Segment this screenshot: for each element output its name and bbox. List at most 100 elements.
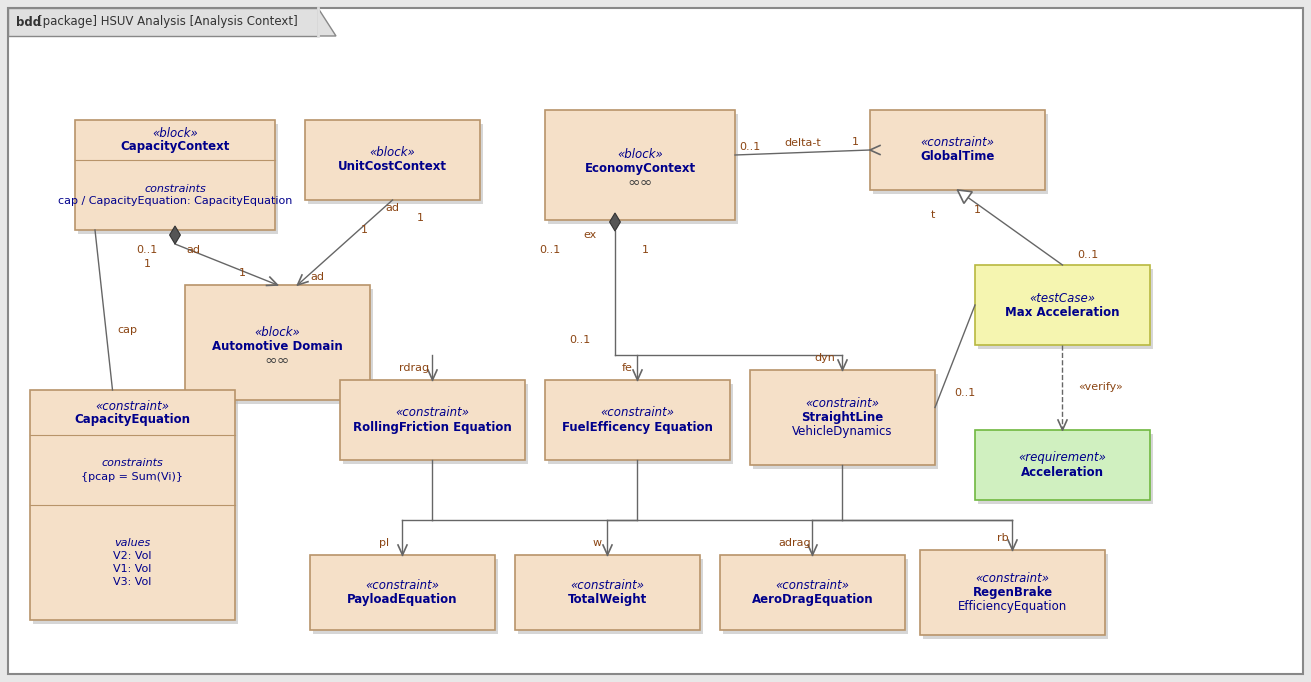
Text: 0..1: 0..1: [569, 335, 591, 345]
Text: «constraint»: «constraint»: [920, 136, 995, 149]
Text: ex: ex: [583, 230, 597, 240]
Text: StraightLine: StraightLine: [801, 411, 884, 424]
Text: 1: 1: [361, 225, 368, 235]
Bar: [720, 555, 905, 630]
Text: constraints: constraints: [144, 183, 206, 194]
Polygon shape: [957, 190, 973, 203]
Text: CapacityContext: CapacityContext: [121, 140, 229, 153]
Bar: [8, 8, 319, 36]
Text: 0..1: 0..1: [739, 142, 760, 152]
Text: Max Acceleration: Max Acceleration: [1006, 306, 1120, 318]
Text: EconomyContext: EconomyContext: [585, 162, 696, 175]
Bar: [548, 114, 738, 224]
Bar: [923, 554, 1108, 639]
Text: constraints: constraints: [102, 458, 164, 469]
Bar: [545, 110, 735, 220]
Text: w: w: [593, 538, 602, 548]
Bar: [187, 289, 374, 404]
Text: «block»: «block»: [370, 147, 416, 160]
Bar: [873, 114, 1047, 194]
Bar: [920, 550, 1105, 635]
Text: «constraint»: «constraint»: [776, 579, 850, 592]
Text: ad: ad: [385, 203, 400, 213]
Bar: [185, 285, 370, 400]
Bar: [978, 269, 1152, 349]
Text: delta-t: delta-t: [784, 138, 821, 148]
Bar: [30, 390, 235, 620]
Text: 1: 1: [852, 137, 859, 147]
Text: «constraint»: «constraint»: [96, 400, 169, 413]
Text: «block»: «block»: [617, 148, 663, 161]
Bar: [77, 124, 278, 234]
Text: [package] HSUV Analysis [Analysis Context]: [package] HSUV Analysis [Analysis Contex…: [38, 16, 298, 29]
Text: 1: 1: [641, 245, 649, 255]
Text: pl: pl: [379, 538, 389, 548]
Text: cap / CapacityEquation: CapacityEquation: cap / CapacityEquation: CapacityEquation: [58, 196, 292, 207]
Text: ad: ad: [186, 245, 201, 255]
Bar: [313, 559, 498, 634]
Polygon shape: [610, 213, 620, 231]
Bar: [309, 555, 496, 630]
Text: ∞∞: ∞∞: [265, 353, 290, 368]
Bar: [750, 370, 935, 465]
Text: rdrag: rdrag: [400, 363, 430, 373]
Bar: [33, 394, 239, 624]
Text: bdd: bdd: [16, 16, 41, 29]
Text: 1: 1: [143, 259, 151, 269]
Text: Automotive Domain: Automotive Domain: [212, 340, 343, 353]
Text: fe: fe: [621, 363, 633, 373]
Bar: [515, 555, 700, 630]
Text: ∞∞: ∞∞: [627, 175, 653, 190]
Text: rb: rb: [996, 533, 1008, 543]
Text: dyn: dyn: [814, 353, 835, 363]
Bar: [340, 380, 524, 460]
Text: FuelEfficency Equation: FuelEfficency Equation: [562, 421, 713, 434]
Text: EfficiencyEquation: EfficiencyEquation: [958, 600, 1067, 613]
Text: AeroDragEquation: AeroDragEquation: [751, 593, 873, 606]
Bar: [753, 374, 937, 469]
Text: V3: Vol: V3: Vol: [113, 577, 152, 587]
Bar: [871, 110, 1045, 190]
Text: 0..1: 0..1: [954, 387, 975, 398]
Bar: [545, 380, 730, 460]
Text: «constraint»: «constraint»: [975, 572, 1050, 585]
Text: «requirement»: «requirement»: [1019, 451, 1106, 464]
Text: VehicleDynamics: VehicleDynamics: [792, 425, 893, 438]
Text: CapacityEquation: CapacityEquation: [75, 413, 190, 426]
Bar: [978, 434, 1152, 504]
Text: «constraint»: «constraint»: [805, 397, 880, 410]
Bar: [343, 384, 528, 464]
Text: RegenBrake: RegenBrake: [973, 586, 1053, 599]
Text: 1: 1: [974, 205, 981, 215]
Text: RollingFriction Equation: RollingFriction Equation: [353, 421, 511, 434]
Bar: [518, 559, 703, 634]
Text: V2: Vol: V2: Vol: [113, 551, 152, 561]
Bar: [975, 265, 1150, 345]
Text: cap: cap: [118, 325, 138, 335]
Text: TotalWeight: TotalWeight: [568, 593, 648, 606]
Text: PayloadEquation: PayloadEquation: [347, 593, 458, 606]
Bar: [305, 120, 480, 200]
Bar: [548, 384, 733, 464]
Bar: [722, 559, 909, 634]
Text: «testCase»: «testCase»: [1029, 291, 1096, 304]
Bar: [308, 124, 482, 204]
Text: 0..1: 0..1: [1076, 250, 1099, 260]
Text: {pcap = Sum(Vi)}: {pcap = Sum(Vi)}: [81, 471, 184, 481]
Text: adrag: adrag: [779, 538, 810, 548]
Text: «block»: «block»: [152, 127, 198, 140]
Bar: [975, 430, 1150, 500]
Text: «constraint»: «constraint»: [366, 579, 439, 592]
Text: UnitCostContext: UnitCostContext: [338, 160, 447, 173]
Text: 0..1: 0..1: [136, 245, 157, 255]
Polygon shape: [319, 8, 336, 36]
Text: «constraint»: «constraint»: [570, 579, 645, 592]
Bar: [75, 120, 275, 230]
Text: t: t: [931, 210, 935, 220]
Polygon shape: [169, 226, 181, 244]
Text: «constraint»: «constraint»: [600, 406, 674, 419]
Text: V1: Vol: V1: Vol: [113, 564, 152, 574]
Text: 1: 1: [239, 268, 246, 278]
Text: 0..1: 0..1: [539, 245, 561, 255]
Text: GlobalTime: GlobalTime: [920, 151, 995, 164]
